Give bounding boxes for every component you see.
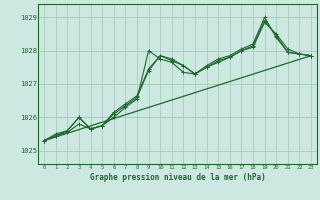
X-axis label: Graphe pression niveau de la mer (hPa): Graphe pression niveau de la mer (hPa) bbox=[90, 173, 266, 182]
